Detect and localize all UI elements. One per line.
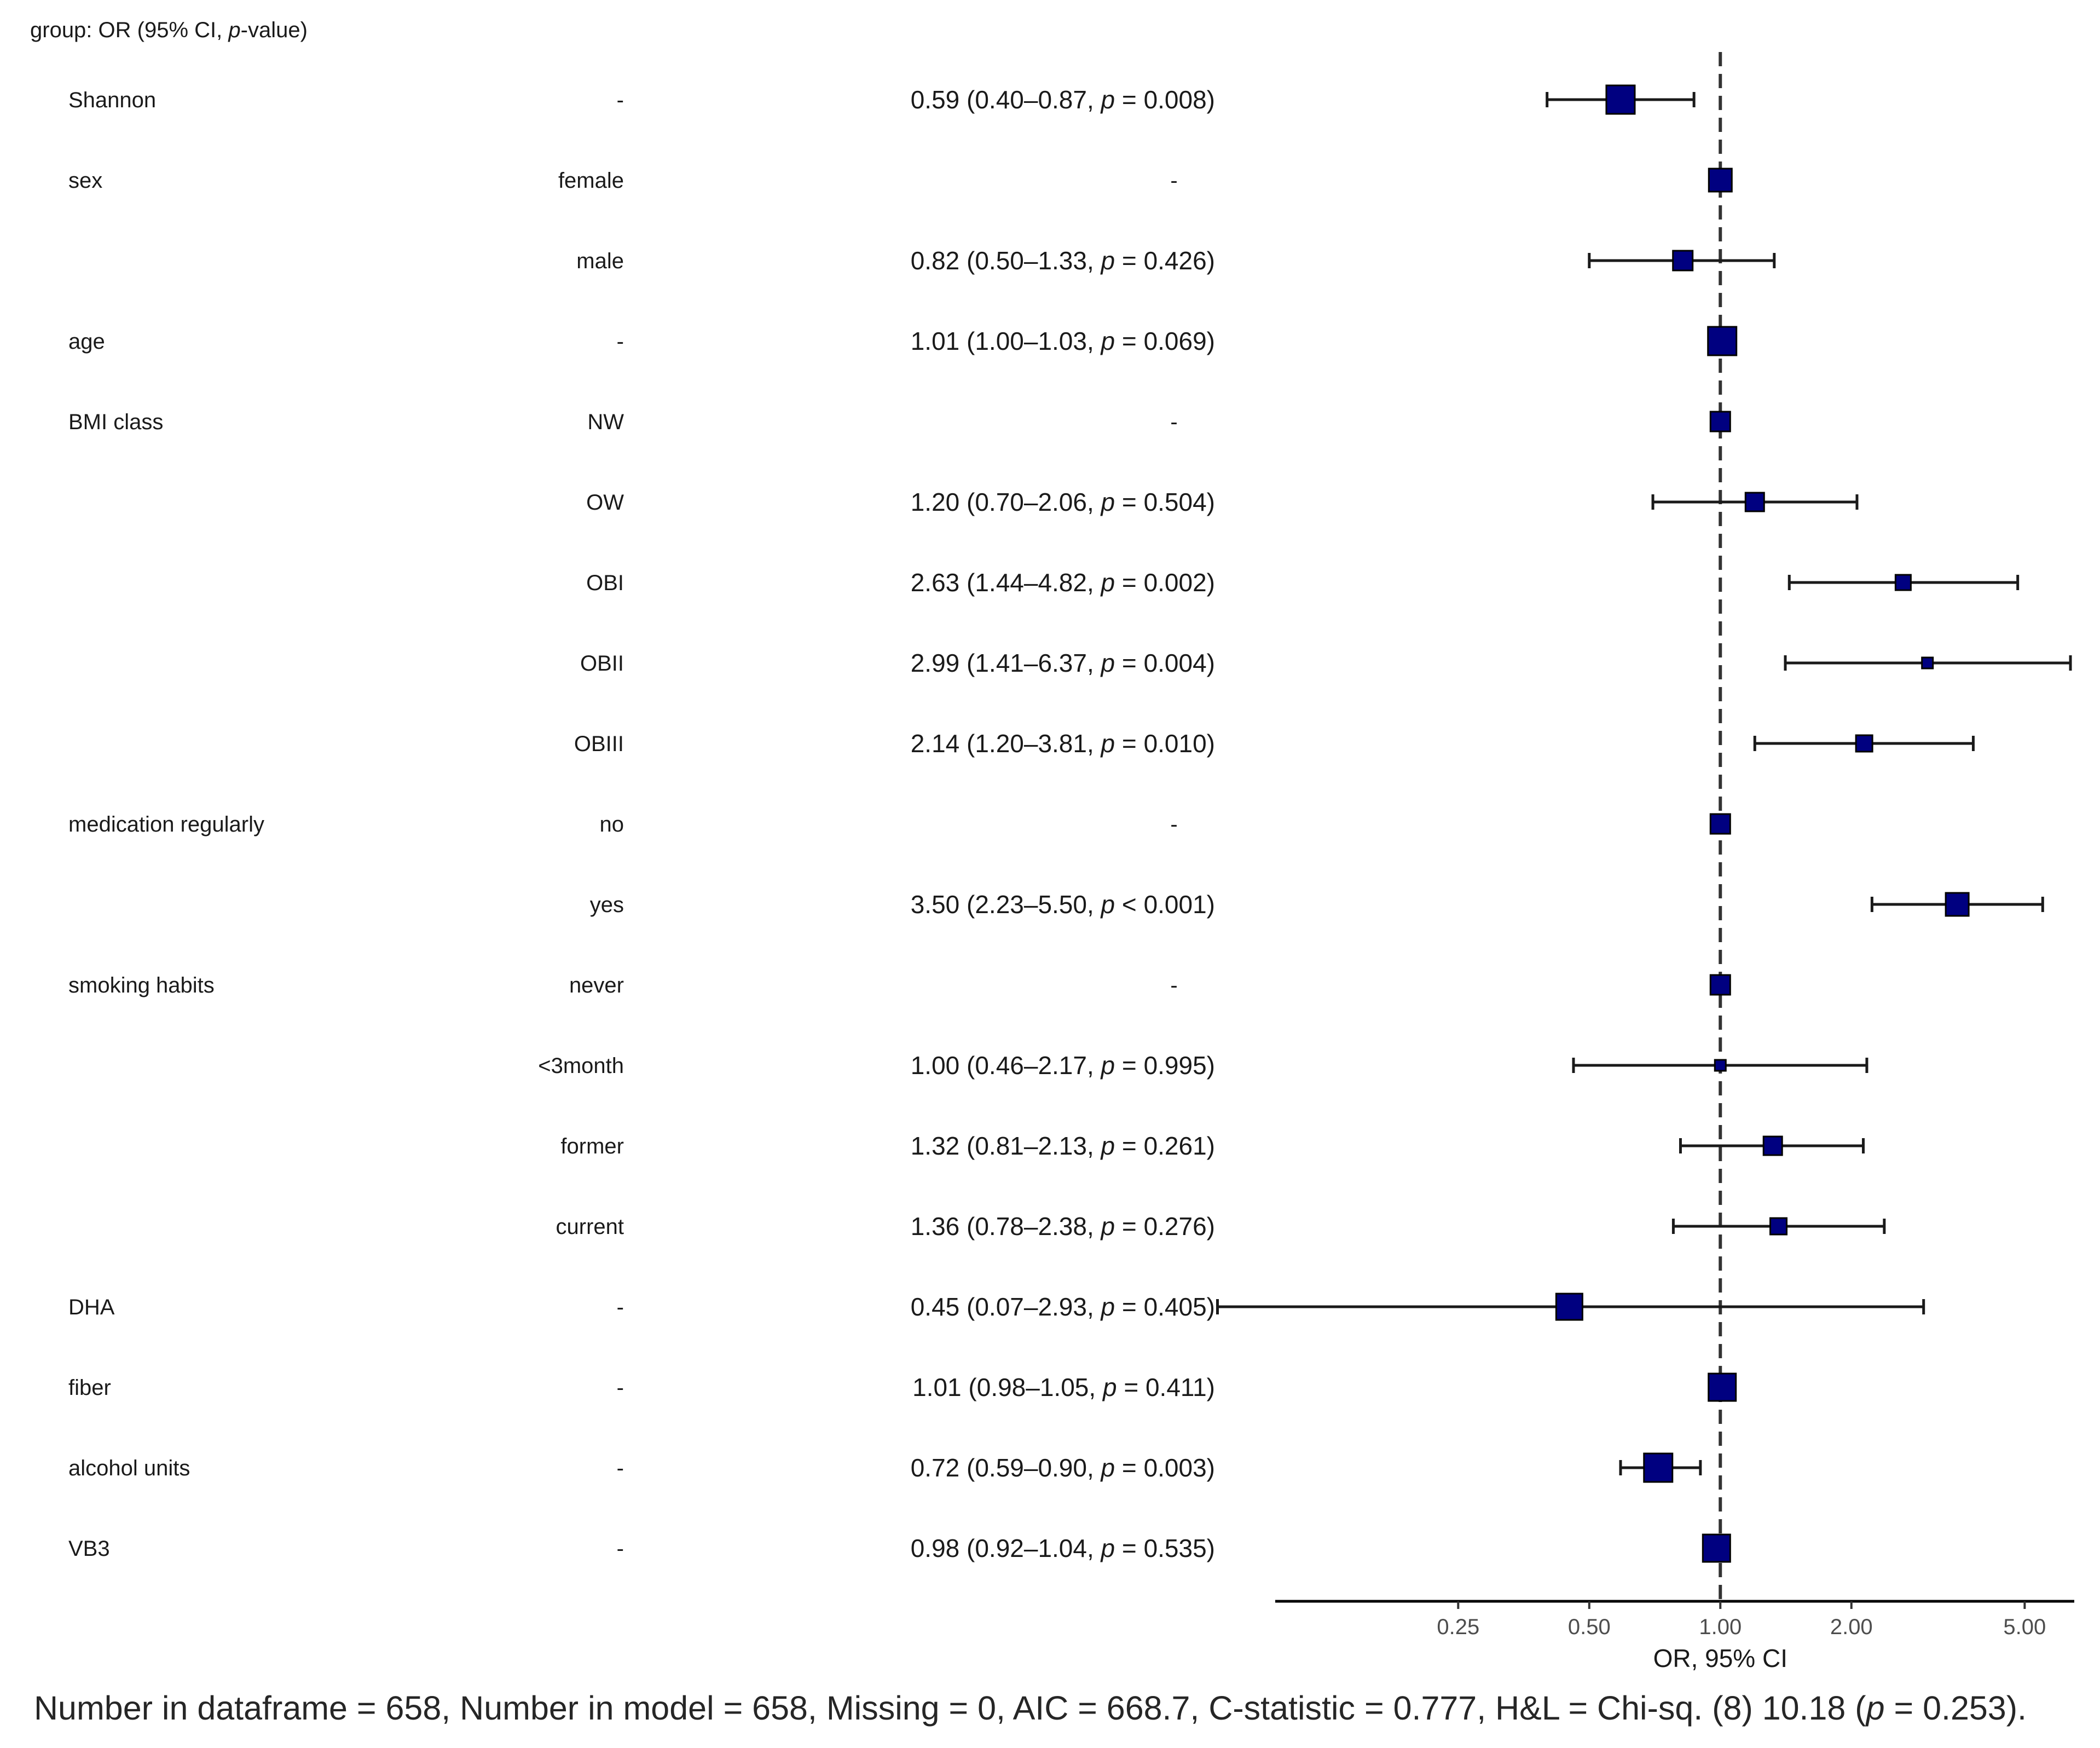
variable-label: age — [68, 330, 105, 354]
title-p: p — [228, 18, 240, 42]
or-marker — [1762, 1135, 1783, 1156]
estimate-label: 2.14 (1.20–3.81, p = 0.010) — [911, 729, 1215, 758]
footer-p-symbol: p — [1866, 1689, 1885, 1727]
chart-title: group: OR (95% CI, p-value) — [30, 18, 308, 42]
estimate-label: 1.00 (0.46–2.17, p = 0.995) — [911, 1051, 1215, 1080]
level-label: never — [569, 973, 624, 997]
or-marker — [1769, 1217, 1788, 1236]
estimate-label: 2.63 (1.44–4.82, p = 0.002) — [911, 568, 1215, 597]
or-marker — [1921, 656, 1934, 670]
level-label: OW — [586, 491, 624, 515]
variable-label: fiber — [68, 1376, 111, 1400]
or-marker — [1672, 250, 1694, 272]
estimate-label: 1.36 (0.78–2.38, p = 0.276) — [911, 1212, 1215, 1241]
or-marker — [1708, 1372, 1737, 1402]
estimate-label: 3.50 (2.23–5.50, p < 0.001) — [911, 890, 1215, 919]
estimate-label: - — [1170, 973, 1177, 997]
or-marker — [1744, 492, 1765, 512]
or-marker — [1643, 1452, 1674, 1483]
x-tick-label: 5.00 — [2003, 1615, 2046, 1639]
estimate-label: 1.32 (0.81–2.13, p = 0.261) — [911, 1132, 1215, 1160]
level-label: yes — [590, 893, 624, 917]
level-label: <3month — [538, 1054, 624, 1078]
variable-label: VB3 — [68, 1537, 110, 1561]
or-marker — [1708, 168, 1733, 193]
or-marker — [1709, 411, 1731, 432]
level-label: OBII — [580, 651, 624, 676]
or-marker — [1702, 1533, 1731, 1563]
or-marker — [1555, 1293, 1583, 1321]
variable-label: medication regularly — [68, 812, 264, 836]
estimate-label: 2.99 (1.41–6.37, p = 0.004) — [911, 649, 1215, 677]
x-axis: 0.25 0.50 1.00 2.00 5.00 OR, 95% CI — [1275, 1600, 2074, 1672]
title-part: group: OR (95% CI, — [30, 18, 228, 42]
estimate-label: 1.01 (0.98–1.05, p = 0.411) — [912, 1373, 1215, 1401]
model-summary-footer: Number in dataframe = 658, Number in mod… — [34, 1689, 2027, 1727]
or-marker — [1709, 813, 1731, 835]
level-label: - — [617, 1376, 624, 1400]
level-label: OBIII — [574, 732, 624, 756]
estimate-label: 0.98 (0.92–1.04, p = 0.535) — [911, 1534, 1215, 1562]
level-label: - — [617, 1295, 624, 1319]
estimate-label: 0.59 (0.40–0.87, p = 0.008) — [911, 85, 1215, 114]
or-marker — [1894, 574, 1912, 591]
variable-label: Shannon — [68, 88, 156, 112]
estimate-label: - — [1170, 169, 1177, 193]
or-marker — [1605, 84, 1636, 115]
or-marker — [1707, 326, 1738, 356]
level-label: OBI — [586, 571, 624, 595]
estimate-label: 0.45 (0.07–2.93, p = 0.405) — [911, 1293, 1215, 1321]
estimate-label: 1.01 (1.00–1.03, p = 0.069) — [911, 327, 1215, 355]
x-tick-label: 0.25 — [1437, 1615, 1479, 1639]
or-marker — [1709, 974, 1731, 996]
level-label: - — [617, 1537, 624, 1561]
title-part: -value) — [241, 18, 308, 42]
x-tick-label: 0.50 — [1568, 1615, 1611, 1639]
estimate-label: - — [1170, 812, 1177, 836]
level-label: former — [560, 1134, 624, 1158]
estimate-label: - — [1170, 410, 1177, 434]
level-label: - — [617, 88, 624, 112]
level-label: current — [556, 1215, 624, 1239]
or-marker — [1855, 734, 1873, 753]
table-rows: Shannon - 0.59 (0.40–0.87, p = 0.008) sex fe… — [68, 85, 1215, 1562]
level-label: female — [558, 169, 624, 193]
footer-text-1: Number in dataframe = 658, Number in mod… — [34, 1689, 1866, 1727]
variable-label: BMI class — [68, 410, 163, 434]
level-label: - — [617, 1456, 624, 1480]
forest-marks — [1216, 52, 2072, 1601]
estimate-label: 1.20 (0.70–2.06, p = 0.504) — [911, 488, 1215, 516]
x-tick-label: 1.00 — [1699, 1615, 1742, 1639]
variable-label: DHA — [68, 1295, 115, 1319]
level-label: no — [600, 812, 624, 836]
x-tick-label: 2.00 — [1830, 1615, 1873, 1639]
estimate-label: 0.72 (0.59–0.90, p = 0.003) — [911, 1453, 1215, 1482]
variable-label: sex — [68, 169, 102, 193]
level-label: - — [617, 330, 624, 354]
or-marker — [1945, 892, 1970, 917]
level-label: NW — [587, 410, 624, 434]
level-label: male — [576, 249, 624, 273]
x-axis-title: OR, 95% CI — [1653, 1644, 1787, 1672]
footer-text-2: = 0.253). — [1884, 1689, 2027, 1727]
estimate-label: 0.82 (0.50–1.33, p = 0.426) — [911, 246, 1215, 275]
variable-label: smoking habits — [68, 973, 215, 997]
variable-label: alcohol units — [68, 1456, 190, 1480]
or-marker — [1714, 1059, 1727, 1072]
